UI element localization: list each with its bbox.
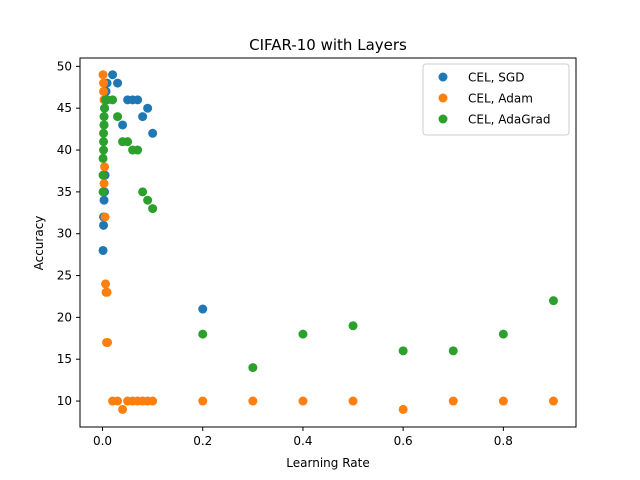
data-point: [98, 153, 108, 163]
data-point: [100, 103, 110, 113]
data-point: [113, 78, 123, 88]
legend-marker: [438, 93, 448, 103]
x-axis-ticks: 0.0 0.2 0.4 0.6 0.8: [93, 427, 513, 448]
x-tick-label: 0.4: [293, 434, 312, 448]
data-point: [133, 145, 143, 155]
data-point: [99, 145, 109, 155]
y-tick-label: 25: [57, 269, 72, 283]
x-tick-label: 0.6: [394, 434, 413, 448]
data-point: [298, 329, 308, 339]
data-point: [99, 137, 109, 147]
y-tick-label: 40: [57, 143, 72, 157]
data-point: [133, 95, 143, 105]
data-point: [198, 329, 208, 339]
data-point: [113, 396, 123, 406]
data-point: [148, 396, 158, 406]
y-tick-label: 15: [57, 352, 72, 366]
data-point: [98, 170, 108, 180]
legend-box: [422, 63, 570, 136]
data-point: [548, 296, 558, 306]
data-point: [138, 112, 148, 122]
data-point: [398, 346, 408, 356]
x-tick-label: 0.2: [193, 434, 212, 448]
x-axis-label: Learning Rate: [286, 456, 369, 470]
data-point: [99, 128, 109, 138]
data-point: [298, 396, 308, 406]
data-point: [143, 103, 153, 113]
legend-label: CEL, Adam: [468, 92, 533, 106]
data-point: [98, 245, 108, 255]
data-point: [99, 120, 109, 130]
data-point: [99, 78, 109, 88]
data-point: [548, 396, 558, 406]
data-point: [108, 95, 118, 105]
data-point: [448, 346, 458, 356]
data-point: [98, 70, 108, 80]
data-point: [99, 195, 109, 205]
y-axis-ticks: 10 15 20 25 30 35 40 45 50: [57, 59, 80, 408]
data-point: [198, 304, 208, 314]
y-tick-label: 20: [57, 310, 72, 324]
data-point: [148, 128, 158, 138]
data-point: [102, 287, 112, 297]
data-point: [138, 187, 148, 197]
legend: CEL, SGD CEL, Adam CEL, AdaGrad: [422, 63, 570, 136]
y-axis-label: Accuracy: [32, 216, 46, 271]
data-point: [148, 204, 158, 214]
data-point: [248, 363, 258, 373]
y-tick-label: 10: [57, 394, 72, 408]
y-tick-label: 35: [57, 185, 72, 199]
data-point: [448, 396, 458, 406]
chart-title: CIFAR-10 with Layers: [249, 36, 407, 54]
x-tick-label: 0.0: [93, 434, 112, 448]
data-point: [108, 70, 118, 80]
data-point: [99, 179, 109, 189]
data-point: [113, 112, 123, 122]
data-point: [98, 187, 108, 197]
plot-frame: [79, 57, 577, 428]
data-point: [348, 396, 358, 406]
data-point: [398, 404, 408, 414]
y-tick-label: 45: [57, 101, 72, 115]
data-point: [101, 279, 111, 289]
data-point: [123, 137, 133, 147]
data-point: [99, 86, 109, 96]
legend-label: CEL, AdaGrad: [468, 113, 550, 127]
data-point: [118, 404, 128, 414]
data-point: [348, 321, 358, 331]
data-points: [98, 70, 558, 414]
data-point: [498, 396, 508, 406]
x-tick-label: 0.8: [494, 434, 513, 448]
data-point: [248, 396, 258, 406]
data-point: [100, 212, 110, 222]
legend-marker: [438, 114, 448, 124]
data-point: [103, 337, 113, 347]
data-point: [99, 220, 109, 230]
data-point: [198, 396, 208, 406]
y-tick-label: 50: [57, 59, 72, 73]
legend-label: CEL, SGD: [468, 71, 524, 85]
data-point: [99, 112, 109, 122]
legend-marker: [438, 72, 448, 82]
data-point: [498, 329, 508, 339]
data-point: [100, 162, 110, 172]
data-point: [143, 195, 153, 205]
data-point: [118, 120, 128, 130]
y-tick-label: 30: [57, 227, 72, 241]
